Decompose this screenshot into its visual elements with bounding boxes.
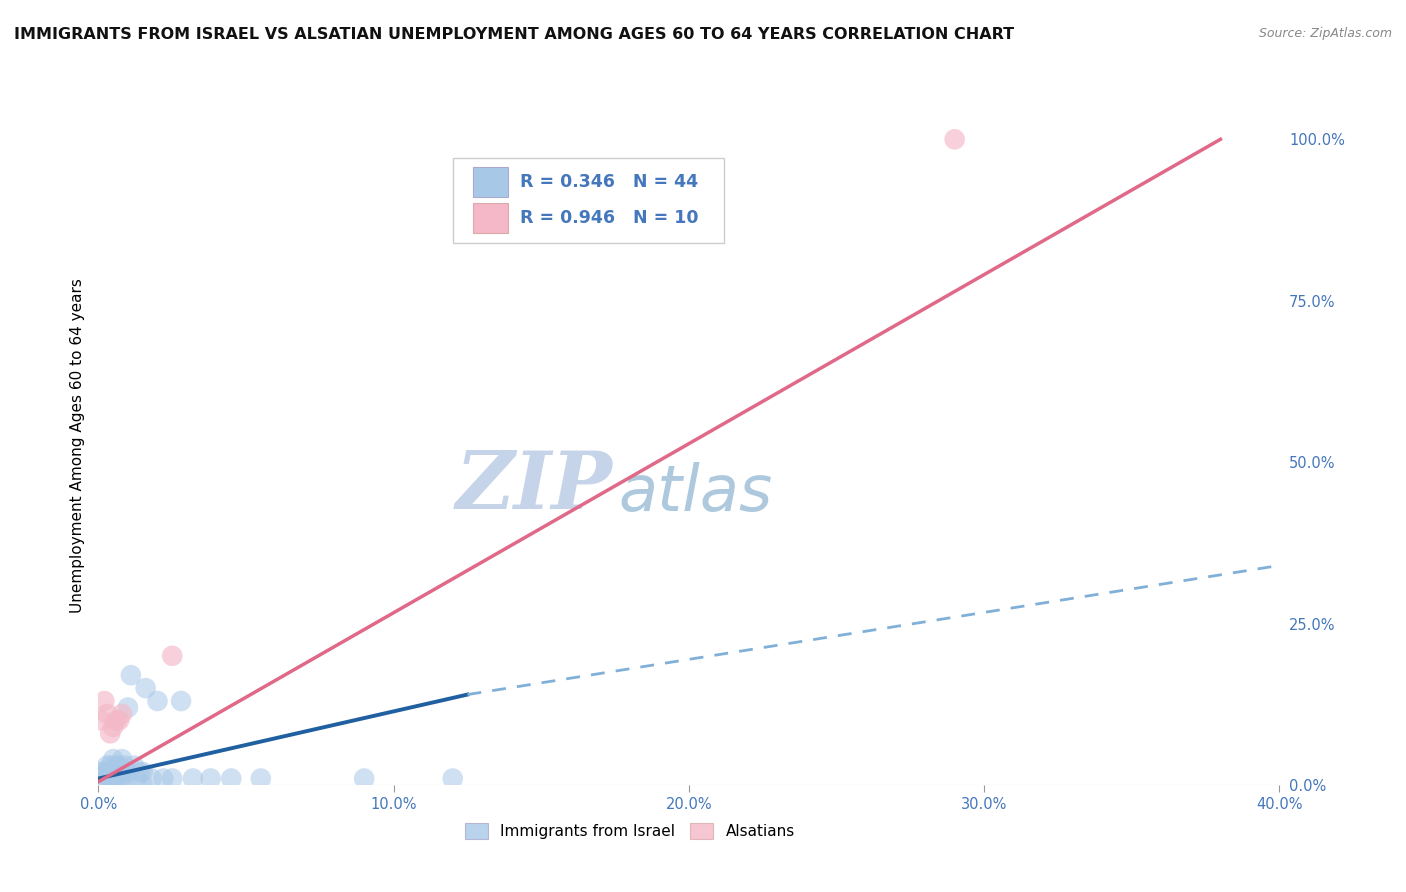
Point (103, 765, 125, 780)
Bar (472, 203, 508, 233)
Point (120, 668, 142, 682)
Point (117, 765, 139, 780)
Point (93, 765, 115, 780)
Point (152, 772, 174, 786)
Point (141, 772, 163, 786)
Point (125, 772, 148, 786)
Point (108, 758, 131, 772)
Point (105, 772, 128, 786)
Point (98, 772, 121, 786)
Point (98, 726, 121, 740)
Point (93, 768, 115, 782)
Point (170, 694, 193, 708)
Point (162, 772, 183, 786)
Point (108, 714, 131, 728)
Text: atlas: atlas (619, 462, 772, 524)
Point (90, 765, 112, 780)
Point (200, 772, 222, 786)
Point (181, 772, 204, 786)
Point (132, 765, 155, 780)
Point (221, 772, 243, 786)
Point (93, 694, 115, 708)
Point (162, 648, 183, 663)
FancyBboxPatch shape (453, 158, 724, 243)
Point (441, 772, 464, 786)
Point (98, 765, 121, 780)
Point (111, 765, 134, 780)
Point (122, 758, 145, 772)
Point (96, 772, 118, 786)
Point (96, 758, 118, 772)
Point (128, 765, 150, 780)
Point (103, 772, 125, 786)
Text: R = 0.946   N = 10: R = 0.946 N = 10 (520, 210, 699, 227)
Point (146, 694, 169, 708)
Point (114, 772, 136, 786)
Point (108, 772, 131, 786)
Text: ZIP: ZIP (456, 448, 612, 525)
Text: R = 0.346   N = 44: R = 0.346 N = 44 (520, 173, 699, 191)
Point (103, 720, 125, 734)
Point (105, 758, 128, 772)
Point (135, 681, 157, 695)
Bar (472, 168, 508, 197)
Point (90, 772, 112, 786)
Point (108, 765, 131, 780)
Point (111, 706, 134, 721)
Text: Source: ZipAtlas.com: Source: ZipAtlas.com (1258, 27, 1392, 40)
Legend: Immigrants from Israel, Alsatians: Immigrants from Israel, Alsatians (458, 817, 801, 845)
Point (111, 752, 134, 766)
Point (96, 706, 118, 721)
Point (103, 752, 125, 766)
Point (111, 772, 134, 786)
Y-axis label: Unemployment Among Ages 60 to 64 years: Unemployment Among Ages 60 to 64 years (69, 278, 84, 614)
Point (96, 765, 118, 780)
Point (132, 778, 155, 792)
Text: IMMIGRANTS FROM ISRAEL VS ALSATIAN UNEMPLOYMENT AMONG AGES 60 TO 64 YEARS CORREL: IMMIGRANTS FROM ISRAEL VS ALSATIAN UNEMP… (14, 27, 1014, 42)
Point (105, 765, 128, 780)
Point (117, 700, 139, 714)
Point (114, 758, 136, 772)
Point (105, 714, 128, 728)
Point (98, 758, 121, 772)
Point (943, 132, 966, 146)
Point (250, 772, 273, 786)
Point (353, 772, 375, 786)
Point (90, 714, 112, 728)
